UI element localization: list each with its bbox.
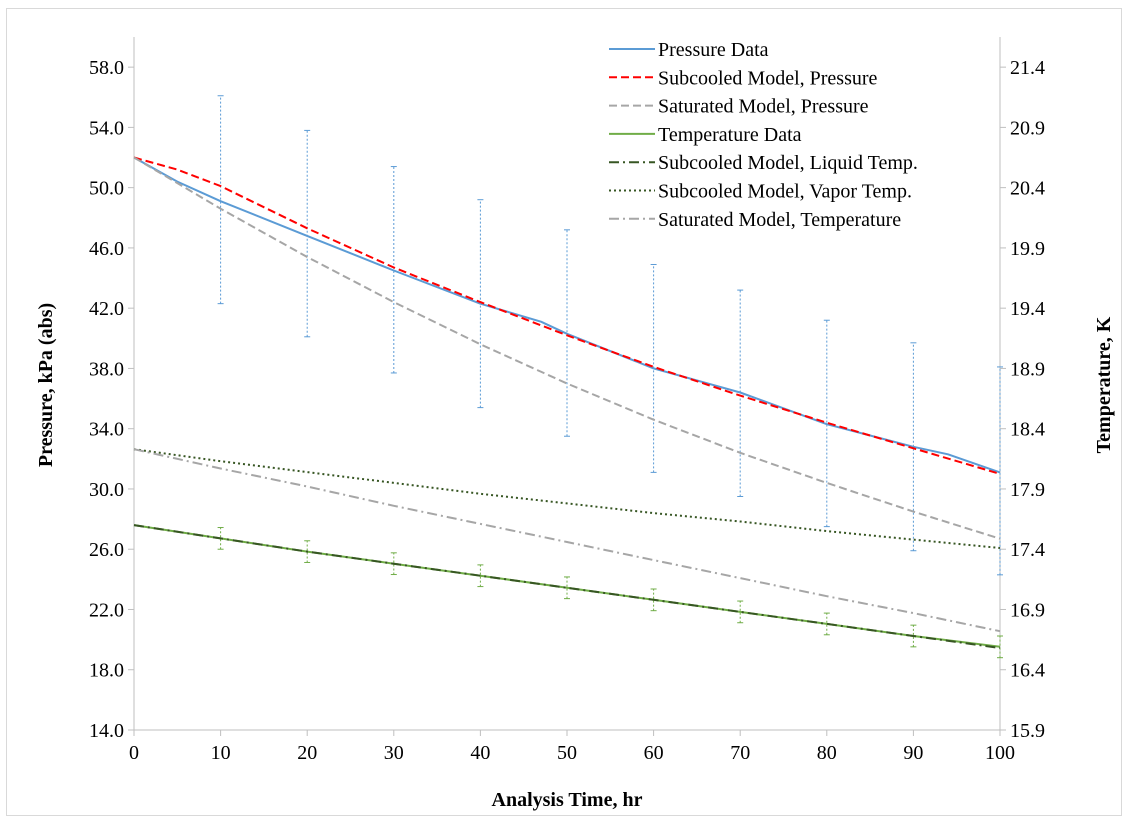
y-tick-label-left: 26.0 <box>89 539 124 561</box>
y-tick-label-left: 38.0 <box>89 358 124 380</box>
series-line-1 <box>133 156 1001 475</box>
axes-group: 0 10 20 30 40 50 60 70 80 90 100 14.0 18.0 22.0 26.0 30… <box>89 37 1045 764</box>
x-tick-label: 70 <box>730 742 750 764</box>
y-tick-label-left: 18.0 <box>89 660 124 682</box>
x-tick-label: 20 <box>297 742 317 764</box>
x-tick-label: 80 <box>817 742 837 764</box>
series-line-5 <box>133 448 1001 549</box>
y-tick-label-right: 16.9 <box>1010 599 1045 621</box>
legend-label: Subcooled Model, Pressure <box>658 67 878 89</box>
y-tick-label-right: 17.9 <box>1010 479 1045 501</box>
y-tick-label-left: 14.0 <box>89 720 124 742</box>
x-axis-title: Analysis Time, hr <box>492 789 643 811</box>
y-tick-label-right: 19.9 <box>1010 238 1045 260</box>
x-tick-label: 30 <box>384 742 404 764</box>
x-tick-label: 50 <box>557 742 577 764</box>
y-tick-label-left: 34.0 <box>89 419 124 441</box>
chart-frame <box>6 8 1122 816</box>
x-tick-label: 90 <box>903 742 923 764</box>
y-tick-label-right: 20.9 <box>1010 117 1045 139</box>
y-tick-label-right: 19.4 <box>1010 298 1045 320</box>
x-tick-label: 60 <box>644 742 664 764</box>
y-tick-label-left: 58.0 <box>89 57 124 79</box>
legend-label: Temperature Data <box>658 124 802 146</box>
x-tick-label: 40 <box>470 742 490 764</box>
y-tick-label-right: 20.4 <box>1010 178 1045 200</box>
y-tick-label-right: 18.9 <box>1010 358 1045 380</box>
series-line-2 <box>133 156 1001 540</box>
y-tick-label-right: 18.4 <box>1010 419 1045 441</box>
y-axis-title-right: Temperature, K <box>1093 316 1115 453</box>
y-tick-label-right: 17.4 <box>1010 539 1045 561</box>
legend-label: Saturated Model, Temperature <box>658 209 901 231</box>
series-lines-group <box>133 156 1001 649</box>
y-tick-label-right: 16.4 <box>1010 660 1045 682</box>
y-tick-label-left: 42.0 <box>89 298 124 320</box>
y-tick-label-left: 54.0 <box>89 117 124 139</box>
y-tick-label-right: 15.9 <box>1010 720 1045 742</box>
y-tick-label-left: 22.0 <box>89 599 124 621</box>
legend: Pressure Data Subcooled Model, Pressure Sa… <box>609 39 918 231</box>
legend-label: Subcooled Model, Liquid Temp. <box>658 152 918 174</box>
legend-label: Pressure Data <box>658 39 769 61</box>
x-tick-label: 100 <box>985 742 1015 764</box>
error-bars-group <box>217 95 1003 659</box>
legend-label: Saturated Model, Pressure <box>658 96 869 118</box>
series-line-4 <box>133 524 1001 649</box>
y-tick-label-left: 50.0 <box>89 178 124 200</box>
y-tick-label-left: 30.0 <box>89 479 124 501</box>
y-tick-label-right: 21.4 <box>1010 57 1045 79</box>
y-axis-title-left: Pressure, kPa (abs) <box>35 303 57 467</box>
x-tick-label: 0 <box>129 742 139 764</box>
series-line-6 <box>133 448 1001 633</box>
x-tick-label: 10 <box>211 742 231 764</box>
legend-label: Subcooled Model, Vapor Temp. <box>658 181 912 203</box>
y-tick-label-left: 46.0 <box>89 238 124 260</box>
